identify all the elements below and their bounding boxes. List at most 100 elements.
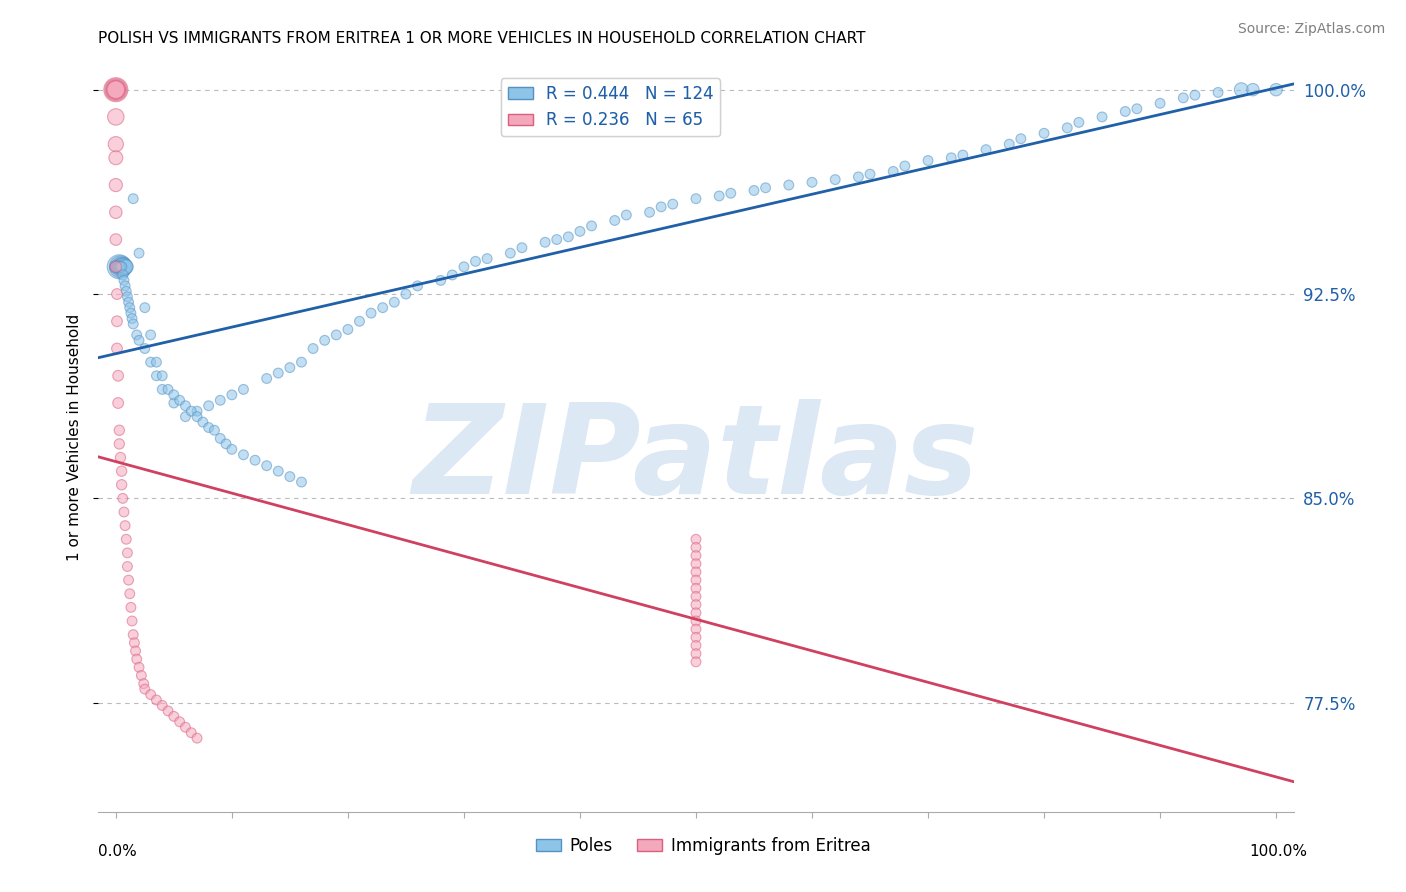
Point <box>139 327 162 342</box>
Point <box>191 415 214 429</box>
Point <box>395 287 418 301</box>
Point <box>111 464 134 478</box>
Point <box>685 647 707 661</box>
Point <box>107 260 129 274</box>
Point <box>638 205 661 219</box>
Point <box>104 83 127 97</box>
Point <box>349 314 371 328</box>
Point <box>157 383 180 397</box>
Point <box>661 197 683 211</box>
Point <box>952 148 974 162</box>
Point <box>115 533 138 547</box>
Point <box>115 260 138 274</box>
Point <box>186 409 208 424</box>
Text: 100.0%: 100.0% <box>1250 845 1308 859</box>
Point <box>406 278 429 293</box>
Point <box>108 423 131 437</box>
Point <box>685 541 707 555</box>
Point <box>742 184 765 198</box>
Point <box>163 709 186 723</box>
Point <box>360 306 382 320</box>
Point <box>685 557 707 571</box>
Point <box>1173 91 1195 105</box>
Point <box>1265 83 1288 97</box>
Point <box>108 437 131 451</box>
Point <box>685 573 707 587</box>
Point <box>685 533 707 547</box>
Point <box>267 366 290 380</box>
Point <box>325 327 347 342</box>
Point <box>121 311 143 326</box>
Point <box>104 83 127 97</box>
Point <box>603 213 626 227</box>
Point <box>1091 110 1114 124</box>
Point <box>108 260 131 274</box>
Point <box>1033 126 1056 140</box>
Text: Source: ZipAtlas.com: Source: ZipAtlas.com <box>1237 22 1385 37</box>
Point <box>112 505 135 519</box>
Point <box>278 469 301 483</box>
Text: 0.0%: 0.0% <box>98 845 138 859</box>
Point <box>145 355 167 369</box>
Point <box>256 371 278 385</box>
Point <box>232 448 254 462</box>
Point <box>163 396 186 410</box>
Point <box>104 83 127 97</box>
Point <box>104 260 127 274</box>
Point <box>685 590 707 604</box>
Point <box>122 317 145 331</box>
Point <box>998 137 1021 152</box>
Point <box>209 393 232 408</box>
Point <box>499 246 522 260</box>
Point <box>302 342 325 356</box>
Point <box>221 442 243 457</box>
Point <box>685 655 707 669</box>
Point <box>685 631 707 645</box>
Point <box>145 693 167 707</box>
Point <box>145 368 167 383</box>
Point <box>105 260 128 274</box>
Point <box>120 306 142 320</box>
Point <box>104 205 127 219</box>
Point <box>894 159 917 173</box>
Point <box>882 164 904 178</box>
Point <box>111 260 134 274</box>
Point <box>117 295 139 310</box>
Point <box>112 273 135 287</box>
Point <box>1010 132 1032 146</box>
Point <box>429 273 451 287</box>
Point <box>1056 120 1078 135</box>
Point <box>778 178 800 192</box>
Point <box>134 301 156 315</box>
Point <box>186 404 208 418</box>
Point <box>453 260 475 274</box>
Point <box>243 453 266 467</box>
Point <box>117 559 139 574</box>
Point <box>105 260 128 274</box>
Point <box>232 383 254 397</box>
Point <box>111 268 134 282</box>
Point <box>114 518 136 533</box>
Point <box>859 167 882 181</box>
Point <box>720 186 742 201</box>
Point <box>197 420 219 434</box>
Point <box>941 151 963 165</box>
Point <box>371 301 394 315</box>
Point <box>110 260 132 274</box>
Point <box>117 290 139 304</box>
Point <box>108 260 131 274</box>
Point <box>441 268 464 282</box>
Point <box>111 260 134 274</box>
Point <box>111 260 134 274</box>
Point <box>104 260 127 274</box>
Point <box>112 260 135 274</box>
Legend: Poles, Immigrants from Eritrea: Poles, Immigrants from Eritrea <box>529 830 877 862</box>
Point <box>290 475 312 489</box>
Point <box>121 614 143 628</box>
Point <box>568 224 591 238</box>
Point <box>546 233 568 247</box>
Y-axis label: 1 or more Vehicles in Household: 1 or more Vehicles in Household <box>67 313 83 561</box>
Point <box>114 278 136 293</box>
Point <box>104 137 127 152</box>
Point <box>128 660 150 674</box>
